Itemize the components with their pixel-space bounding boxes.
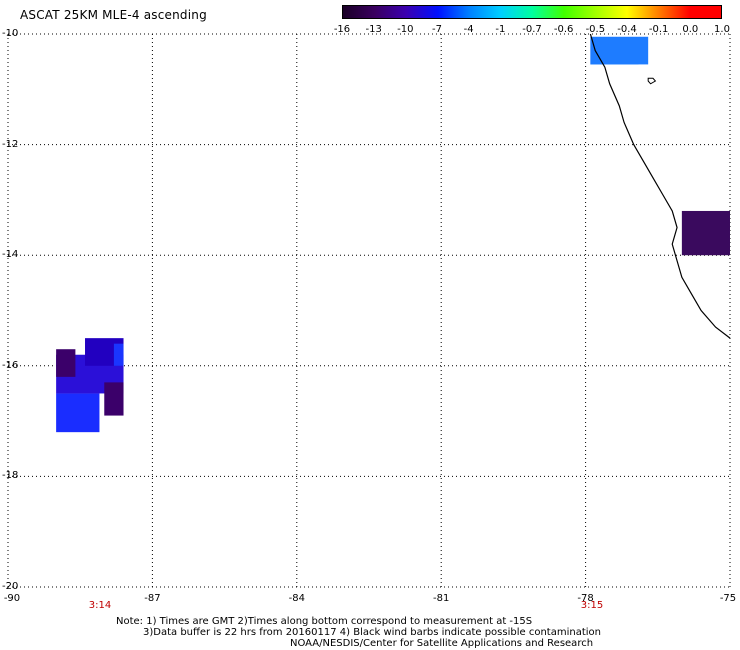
time-label-right: 3:15 bbox=[580, 600, 604, 611]
map-title: ASCAT 25KM MLE-4 ascending bbox=[20, 8, 207, 22]
wind-data-cell bbox=[590, 36, 649, 65]
colorbar-label: -0.5 bbox=[585, 24, 606, 35]
colorbar-segment bbox=[500, 6, 532, 18]
note-line-3: NOAA/NESDIS/Center for Satellite Applica… bbox=[290, 638, 594, 649]
wind-data-cell bbox=[681, 210, 730, 256]
longitude-tick-label: -78 bbox=[577, 593, 594, 604]
longitude-tick-label: -90 bbox=[3, 593, 21, 604]
wind-data-cell bbox=[56, 349, 76, 377]
colorbar-label: -10 bbox=[397, 24, 414, 35]
colorbar-segment bbox=[532, 6, 564, 18]
latitude-tick-label: -10 bbox=[2, 28, 19, 39]
colorbar-label: -0.1 bbox=[648, 24, 669, 35]
latitude-tick-label: -12 bbox=[2, 138, 19, 150]
note-line-1: Note: 1) Times are GMT 2)Times along bot… bbox=[116, 616, 533, 627]
wind-data-cell bbox=[56, 393, 100, 433]
colorbar-label: 1.0 bbox=[714, 24, 730, 35]
colorbar-label: -0.6 bbox=[553, 24, 574, 35]
latitude-tick-label: -18 bbox=[2, 470, 19, 482]
colorbar-segment bbox=[626, 6, 658, 18]
longitude-tick-label: -87 bbox=[144, 593, 161, 604]
colorbar-label: -1 bbox=[495, 24, 506, 35]
colorbar-label: -16 bbox=[333, 24, 351, 35]
colorbar-segment bbox=[437, 6, 469, 18]
colorbar-segment bbox=[374, 6, 406, 18]
colorbar-segment bbox=[595, 6, 627, 18]
colorbar bbox=[342, 5, 722, 19]
colorbar-label: -4 bbox=[463, 24, 474, 35]
latitude-tick-label: -20 bbox=[2, 581, 19, 592]
colorbar-segment bbox=[343, 6, 375, 18]
colorbar-segment bbox=[406, 6, 438, 18]
colorbar-segment bbox=[563, 6, 595, 18]
colorbar-label: -7 bbox=[432, 24, 442, 35]
island bbox=[647, 77, 657, 85]
colorbar-segment bbox=[689, 6, 721, 18]
colorbar-label: -0.7 bbox=[522, 24, 542, 35]
latitude-tick-label: -14 bbox=[2, 249, 19, 261]
longitude-tick-label: -84 bbox=[288, 593, 305, 604]
colorbar-segment bbox=[658, 6, 690, 18]
colorbar-segment bbox=[469, 6, 501, 18]
wind-data-cell bbox=[113, 343, 124, 366]
longitude-tick-label: -75 bbox=[719, 593, 737, 604]
time-label-left: 3:14 bbox=[88, 600, 112, 611]
latitude-tick-label: -16 bbox=[2, 359, 19, 371]
colorbar-label: 0.0 bbox=[682, 24, 699, 35]
colorbar-label: -13 bbox=[365, 24, 382, 35]
note-line-2: 3)Data buffer is 22 hrs from 20160117 4)… bbox=[143, 627, 601, 638]
wind-data-cell bbox=[104, 382, 124, 416]
colorbar-label: -0.4 bbox=[617, 24, 637, 35]
longitude-tick-label: -81 bbox=[433, 593, 450, 604]
coastline bbox=[589, 33, 731, 339]
